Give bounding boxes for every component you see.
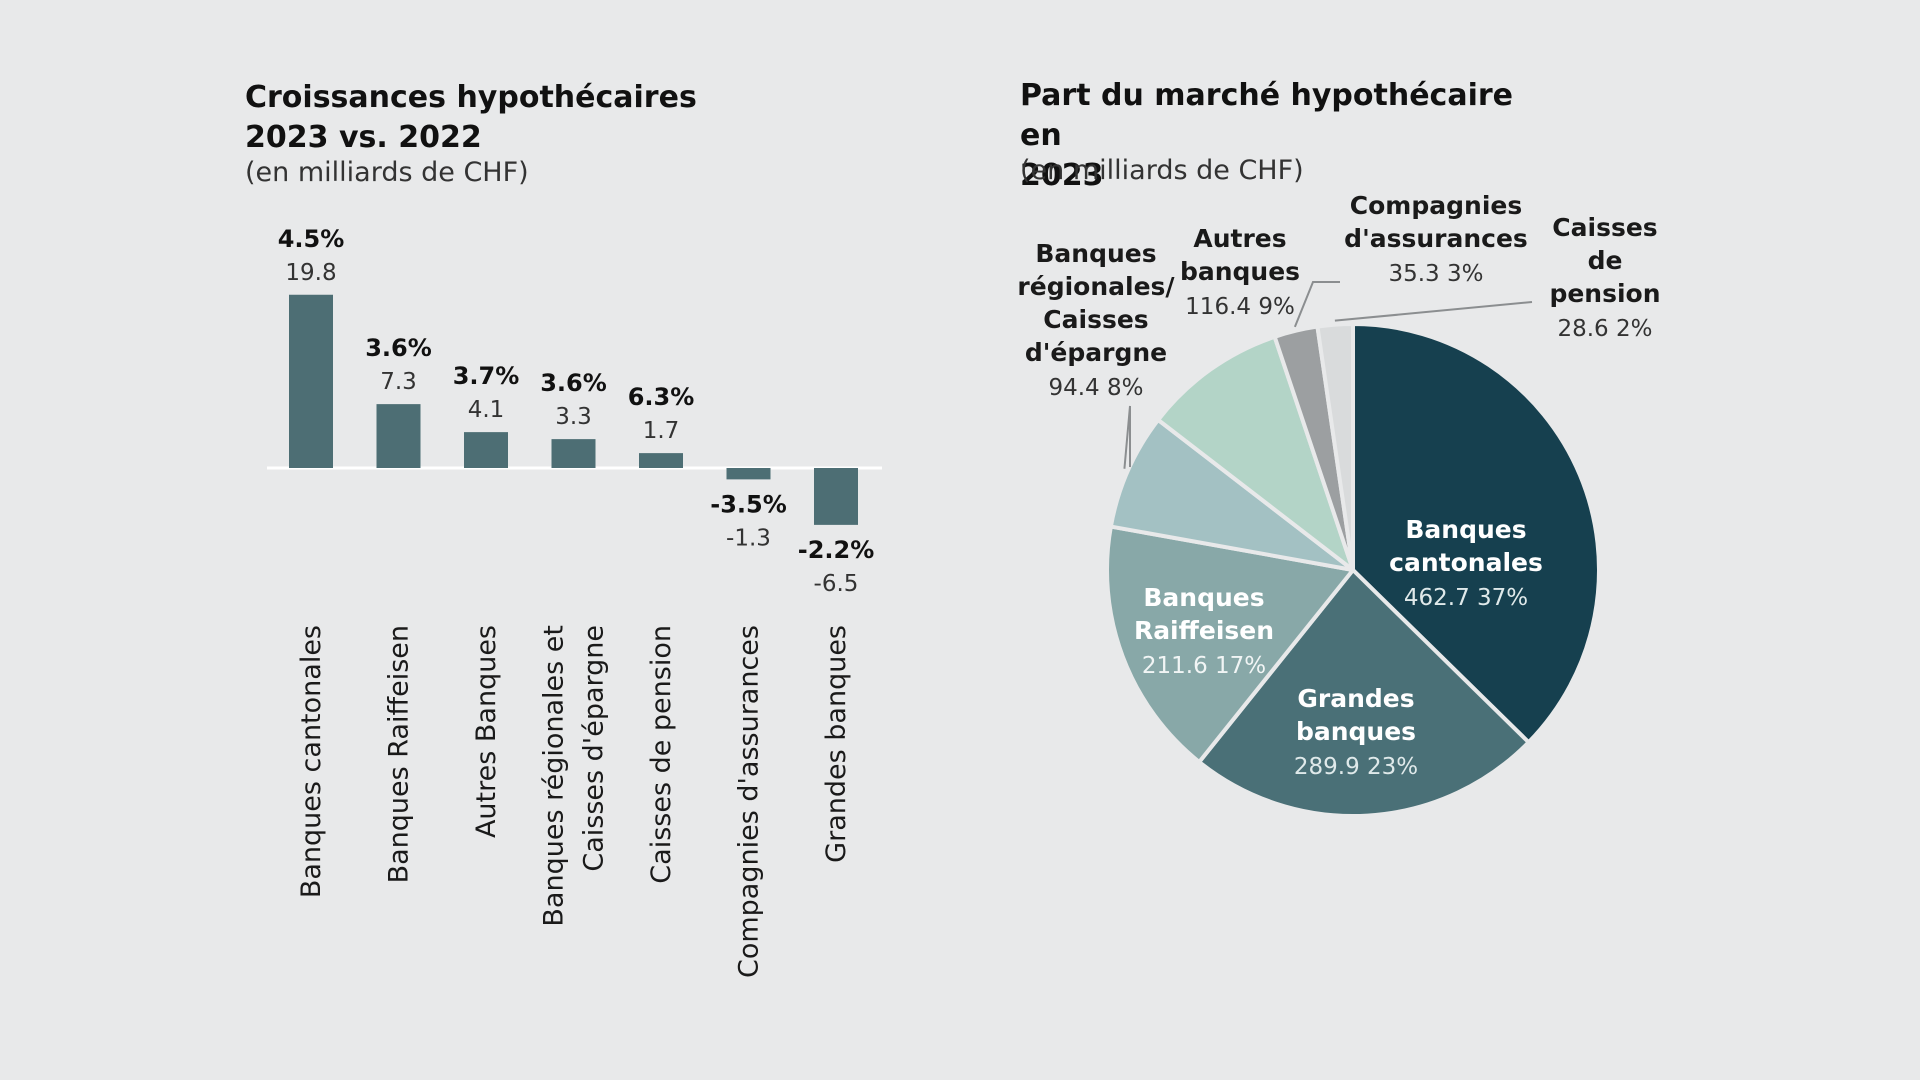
bar-percent-label: -2.2%: [798, 536, 875, 564]
bar-percent-label: 3.6%: [540, 369, 607, 397]
bar-1: [289, 294, 333, 468]
pie-slice-5: [1156, 334, 1355, 572]
pie-slice-label: banques: [1296, 717, 1416, 746]
pie-chart-title-line2: 2023: [1020, 158, 1104, 193]
bar-percent-label: -3.5%: [710, 490, 787, 518]
pie-slice-label: Banques: [1405, 515, 1526, 544]
pie-slice-1: [1351, 322, 1601, 745]
pie-slice-label: Caisses: [1043, 305, 1148, 334]
bar-percent-label: 3.6%: [365, 334, 432, 362]
bar-3: [464, 432, 508, 468]
pie-chart-title: Part du marché hypothécaire en 2023: [1020, 76, 1550, 196]
pie-slice-label: d'épargne: [1025, 338, 1167, 367]
pie-slice-value-label: 289.9 23%: [1294, 754, 1418, 780]
pie-slice-label: Banques: [1143, 583, 1264, 612]
pie-slice-label: Grandes: [1297, 684, 1414, 713]
pie-slice-3: [1105, 524, 1355, 765]
bar-chart-title-line2: 2023 vs. 2022: [245, 120, 482, 155]
bar-percent-label: 6.3%: [628, 383, 695, 411]
bar-category-label: Banques cantonales: [296, 625, 327, 898]
pie-slice-label: de: [1588, 246, 1623, 275]
bar-percent-label: 4.5%: [278, 225, 345, 253]
bar-4: [551, 439, 596, 468]
bar-category-label: Banques régionales et: [539, 625, 570, 927]
pie-slice-label: Autres: [1193, 224, 1286, 253]
bar-category-label: Caisses d'épargne: [579, 625, 610, 872]
pie-slice-value-label: 462.7 37%: [1404, 585, 1528, 611]
bar-2: [376, 404, 421, 468]
bar-value-label: 7.3: [380, 369, 417, 395]
bar-5: [639, 453, 683, 468]
bar-7: [814, 468, 858, 525]
bar-value-label: -1.3: [726, 525, 771, 551]
pie-slice-label: banques: [1180, 257, 1300, 286]
pie-slice-label: d'assurances: [1344, 224, 1528, 253]
pie-slice-value-label: 28.6 2%: [1557, 316, 1652, 342]
bar-value-label: 1.7: [643, 418, 680, 444]
pie-leader-line-pension: [1334, 301, 1533, 322]
pie-chart-title-line1: Part du marché hypothécaire en: [1020, 78, 1514, 153]
pie-slice-value-label: 35.3 3%: [1388, 261, 1483, 287]
bar-value-label: 19.8: [285, 260, 336, 286]
pie-slice-value-label: 116.4 9%: [1185, 294, 1295, 320]
pie-leader-line-assurances: [1293, 281, 1340, 328]
pie-slice-value-label: 211.6 17%: [1142, 653, 1266, 679]
bar-chart-title-line1: Croissances hypothécaires: [245, 80, 697, 115]
pie-slice-label: Compagnies: [1350, 191, 1522, 220]
bar-value-label: 3.3: [555, 404, 592, 430]
bar-category-label: Autres Banques: [471, 625, 502, 838]
pie-slice-label: Raiffeisen: [1134, 616, 1274, 645]
bar-category-label: Banques Raiffeisen: [384, 625, 415, 883]
bar-chart-subtitle: (en milliards de CHF): [245, 157, 529, 188]
pie-slice-label: pension: [1549, 279, 1660, 308]
bar-value-label: -6.5: [814, 571, 859, 597]
pie-slice-label: cantonales: [1389, 548, 1543, 577]
pie-slice-label: régionales/: [1017, 272, 1175, 301]
bar-category-label: Compagnies d'assurances: [734, 625, 765, 978]
bar-category-label: Grandes banques: [821, 625, 852, 863]
bar-percent-label: 3.7%: [453, 362, 520, 390]
bar-chart-title: Croissances hypothécaires 2023 vs. 2022: [245, 78, 765, 158]
pie-leader-line-regionales: [1123, 405, 1131, 469]
pie-slice-4: [1108, 417, 1355, 572]
bar-6: [726, 468, 771, 480]
bar-category-label: Caisses de pension: [646, 625, 677, 884]
pie-slice-label: Caisses: [1552, 213, 1657, 242]
pie-slice-2: [1197, 568, 1531, 818]
pie-slice-value-label: 94.4 8%: [1048, 375, 1143, 401]
pie-slice-7: [1315, 322, 1355, 572]
bar-value-label: 4.1: [468, 397, 505, 423]
pie-chart-subtitle: (en milliards de CHF): [1020, 155, 1304, 186]
pie-slice-label: Banques: [1035, 239, 1156, 268]
